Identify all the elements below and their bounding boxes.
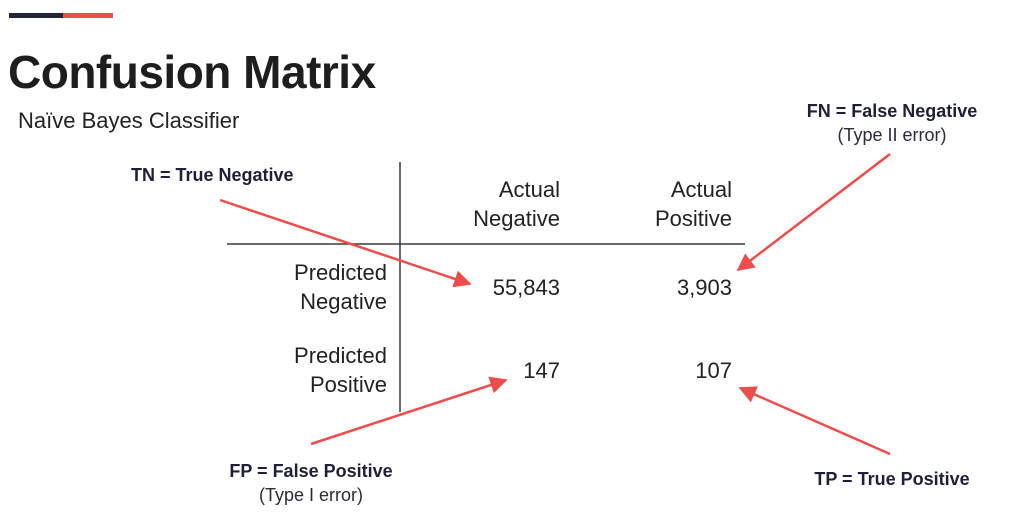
- row-header-predicted-negative: Predicted Negative: [294, 258, 387, 316]
- tn-arrow: [219, 198, 472, 288]
- callout-tp: TP = True Positive: [792, 467, 992, 491]
- col-header-actual-positive: Actual Positive: [655, 175, 732, 233]
- row-header-line2: Positive: [309, 372, 387, 397]
- col-header-line1: Actual: [670, 177, 732, 202]
- callout-fn-note: (Type II error): [837, 125, 947, 145]
- tp-arrow: [738, 386, 891, 456]
- callout-fn-label: FN = False Negative: [806, 101, 978, 121]
- accent-bar-red: [63, 13, 113, 18]
- col-header-line1: Actual: [498, 177, 560, 202]
- callout-fp: FP = False Positive (Type I error): [211, 459, 411, 507]
- callout-fn: FN = False Negative (Type II error): [792, 99, 992, 147]
- callout-fp-note: (Type I error): [258, 485, 364, 505]
- callout-tp-label: TP = True Positive: [814, 469, 970, 489]
- callout-fp-label: FP = False Positive: [229, 461, 393, 481]
- row-header-line2: Negative: [300, 289, 387, 314]
- col-header-line2: Positive: [654, 206, 732, 231]
- callout-tn-label: TN = True Negative: [131, 165, 294, 185]
- row-header-line1: Predicted: [294, 343, 387, 368]
- fn-arrow: [736, 153, 891, 272]
- page-title: Confusion Matrix: [8, 46, 376, 98]
- cell-true-positive: 107: [695, 358, 732, 383]
- fp-arrow: [310, 376, 508, 446]
- cell-true-negative: 55,843: [492, 275, 560, 300]
- accent-bar-dark: [9, 13, 63, 18]
- cell-false-negative: 3,903: [676, 275, 732, 300]
- row-header-line1: Predicted: [294, 260, 387, 285]
- row-header-predicted-positive: Predicted Positive: [294, 341, 387, 399]
- col-header-line2: Negative: [473, 206, 560, 231]
- col-header-actual-negative: Actual Negative: [473, 175, 560, 233]
- cell-false-positive: 147: [523, 358, 560, 383]
- callout-tn: TN = True Negative: [131, 163, 294, 187]
- page-subtitle: Naïve Bayes Classifier: [18, 108, 240, 133]
